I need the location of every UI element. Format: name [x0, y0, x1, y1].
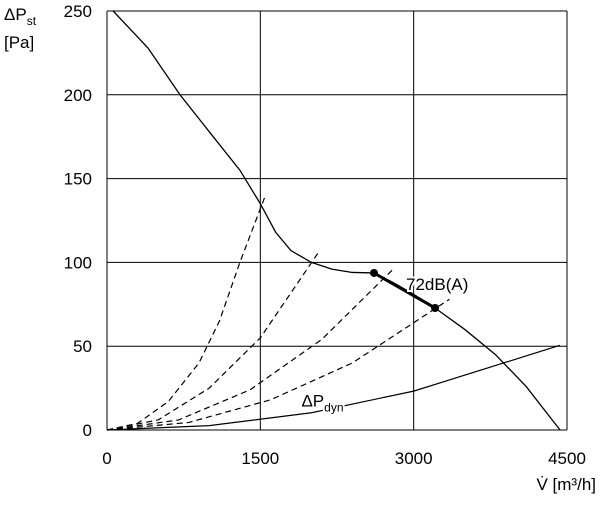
series-line [373, 271, 436, 310]
point [370, 268, 379, 277]
series-line [112, 10, 561, 431]
series-line [106, 250, 321, 431]
series-line [106, 195, 267, 431]
annotation-main: 72dB(A) [406, 275, 468, 294]
y-tick-label: 250 [64, 2, 92, 21]
y-axis-unit: [Pa] [4, 33, 34, 52]
y-tick-label: 200 [64, 86, 92, 105]
series-line [106, 268, 394, 431]
annotation-sub: dyn [324, 401, 343, 415]
x-tick-label: 1500 [241, 449, 279, 468]
y-axis-label: ΔPst [4, 5, 37, 28]
series-line [106, 344, 561, 431]
y-tick-label: 100 [64, 253, 92, 272]
y-label-sub: st [27, 14, 37, 28]
y-tick-label: 0 [83, 421, 92, 440]
x-tick-label: 0 [102, 449, 111, 468]
annotation-halo: ΔPdyn [301, 392, 343, 415]
y-tick-label: 150 [64, 170, 92, 189]
x-tick-label: 3000 [395, 449, 433, 468]
point [431, 303, 440, 312]
x-axis-label: V̇ [m³/h] [536, 475, 596, 494]
annotation-halo: 72dB(A) [406, 275, 468, 294]
annotation-main: ΔP [301, 392, 324, 411]
x-tick-label: 4500 [548, 449, 586, 468]
y-label-main: ΔP [4, 5, 27, 24]
series-line [106, 298, 450, 431]
y-tick-label: 50 [73, 337, 92, 356]
